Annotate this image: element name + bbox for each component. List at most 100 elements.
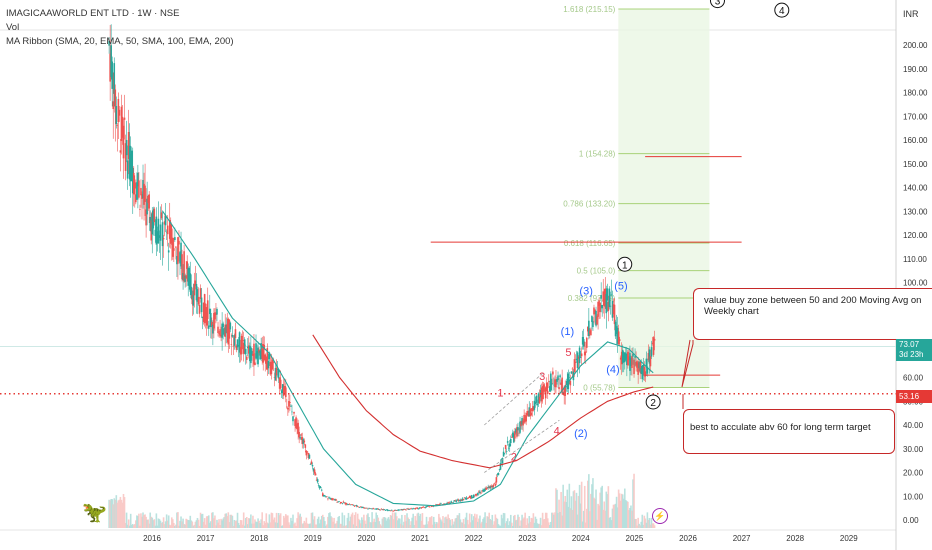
candle-body	[215, 312, 217, 315]
volume-bar	[167, 515, 170, 528]
volume-bar	[509, 514, 512, 528]
candle-body	[320, 489, 323, 491]
volume-bar	[594, 498, 596, 528]
candle-body	[534, 401, 537, 404]
candle-body	[121, 116, 124, 138]
candle-body	[532, 406, 535, 411]
volume-bar	[121, 502, 124, 528]
x-tick-2: 2018	[250, 534, 268, 543]
candle-body	[231, 335, 234, 337]
volume-bar	[335, 523, 337, 528]
candle-body	[437, 504, 439, 506]
volume-bar	[604, 510, 607, 528]
candle-body	[612, 304, 615, 315]
volume-bar	[181, 521, 183, 528]
candle-body	[461, 498, 464, 501]
volume-bar	[125, 512, 128, 528]
candle-body	[479, 491, 481, 494]
candle-body	[110, 45, 112, 77]
volume-bar	[199, 512, 202, 528]
candle-body	[575, 358, 578, 360]
candle-body	[192, 290, 195, 306]
volume-bar	[310, 512, 313, 528]
volume-bar	[461, 522, 464, 528]
volume-bar	[453, 521, 456, 528]
candle-body	[576, 352, 579, 369]
y-tick-15: 150.00	[903, 160, 928, 169]
candle-body	[363, 507, 365, 509]
candle-body	[398, 509, 400, 511]
volume-bar	[514, 514, 516, 528]
candle-body	[381, 509, 384, 511]
candle-body	[416, 507, 419, 509]
x-tick-11: 2027	[733, 534, 751, 543]
currency-label[interactable]: INR	[903, 9, 919, 19]
volume-bar	[557, 512, 559, 528]
volume-bar	[265, 513, 268, 528]
volume-bar	[326, 524, 328, 528]
candle-body	[152, 210, 155, 229]
fib-label-4: 0.5 (105.0)	[577, 267, 616, 276]
volume-bar	[128, 525, 131, 528]
volume-bar	[189, 515, 192, 528]
wave-label-4: 5	[565, 347, 571, 359]
volume-bar	[605, 491, 608, 528]
volume-bar	[346, 517, 349, 528]
volume-bar	[366, 514, 368, 528]
candle-body	[588, 320, 590, 337]
volume-bar	[249, 518, 251, 528]
volume-bar	[569, 508, 572, 528]
volume-bar	[253, 523, 255, 528]
volume-bar	[211, 512, 213, 528]
lightning-icon[interactable]: ⚡	[652, 508, 668, 524]
candle-body	[332, 498, 334, 500]
ma-ribbon-indicator[interactable]: MA Ribbon (SMA, 20, EMA, 50, SMA, 100, E…	[6, 36, 234, 47]
candle-body	[344, 503, 347, 505]
accumulate-note[interactable]: best to acculate abv 60 for long term ta…	[683, 409, 895, 454]
fib-label-2: 0.786 (133.20)	[563, 200, 615, 209]
volume-bar	[330, 516, 332, 528]
volume-bar	[563, 501, 565, 528]
volume-bar	[321, 514, 324, 528]
volume-bar	[446, 518, 448, 528]
volume-bar	[228, 522, 231, 528]
candle-body	[629, 352, 631, 371]
vol-indicator[interactable]: Vol	[6, 22, 20, 33]
volume-bar	[184, 524, 186, 528]
volume-bar	[560, 491, 562, 528]
candle-body	[260, 343, 262, 360]
volume-bar	[295, 525, 297, 528]
volume-bar	[440, 519, 442, 528]
candle-body	[592, 321, 594, 328]
volume-bar	[175, 524, 177, 528]
candle-body	[146, 198, 148, 215]
volume-bar	[420, 520, 423, 528]
candle-body	[333, 499, 335, 500]
candle-body	[566, 380, 569, 384]
volume-bar	[540, 525, 543, 528]
volume-bar	[327, 516, 329, 528]
candle-body	[387, 510, 390, 512]
y-tick-11: 110.00	[903, 255, 927, 264]
candle-body	[323, 495, 325, 497]
candle-body	[400, 509, 402, 511]
volume-bar	[431, 524, 434, 528]
candle-body	[208, 308, 211, 315]
volume-bar	[542, 519, 545, 528]
candle-body	[578, 347, 581, 364]
chart-legend: IMAGICAAWORLD ENT LTD · 1W · NSE Vol MA …	[6, 7, 234, 49]
tradingview-logo-icon[interactable]: 🦖	[82, 502, 107, 524]
candle-body	[151, 213, 154, 235]
volume-bar	[437, 523, 439, 528]
volume-bar	[630, 505, 632, 528]
candle-body	[547, 381, 550, 382]
candle-body	[525, 415, 527, 422]
volume-bar	[204, 524, 207, 528]
value-zone-note[interactable]: value buy zone between 50 and 200 Moving…	[693, 288, 932, 340]
x-tick-8: 2024	[572, 534, 590, 543]
volume-bar	[603, 501, 606, 528]
candle-body	[148, 194, 150, 209]
volume-bar	[418, 515, 421, 528]
symbol-title[interactable]: IMAGICAAWORLD ENT LTD · 1W · NSE	[6, 8, 180, 19]
